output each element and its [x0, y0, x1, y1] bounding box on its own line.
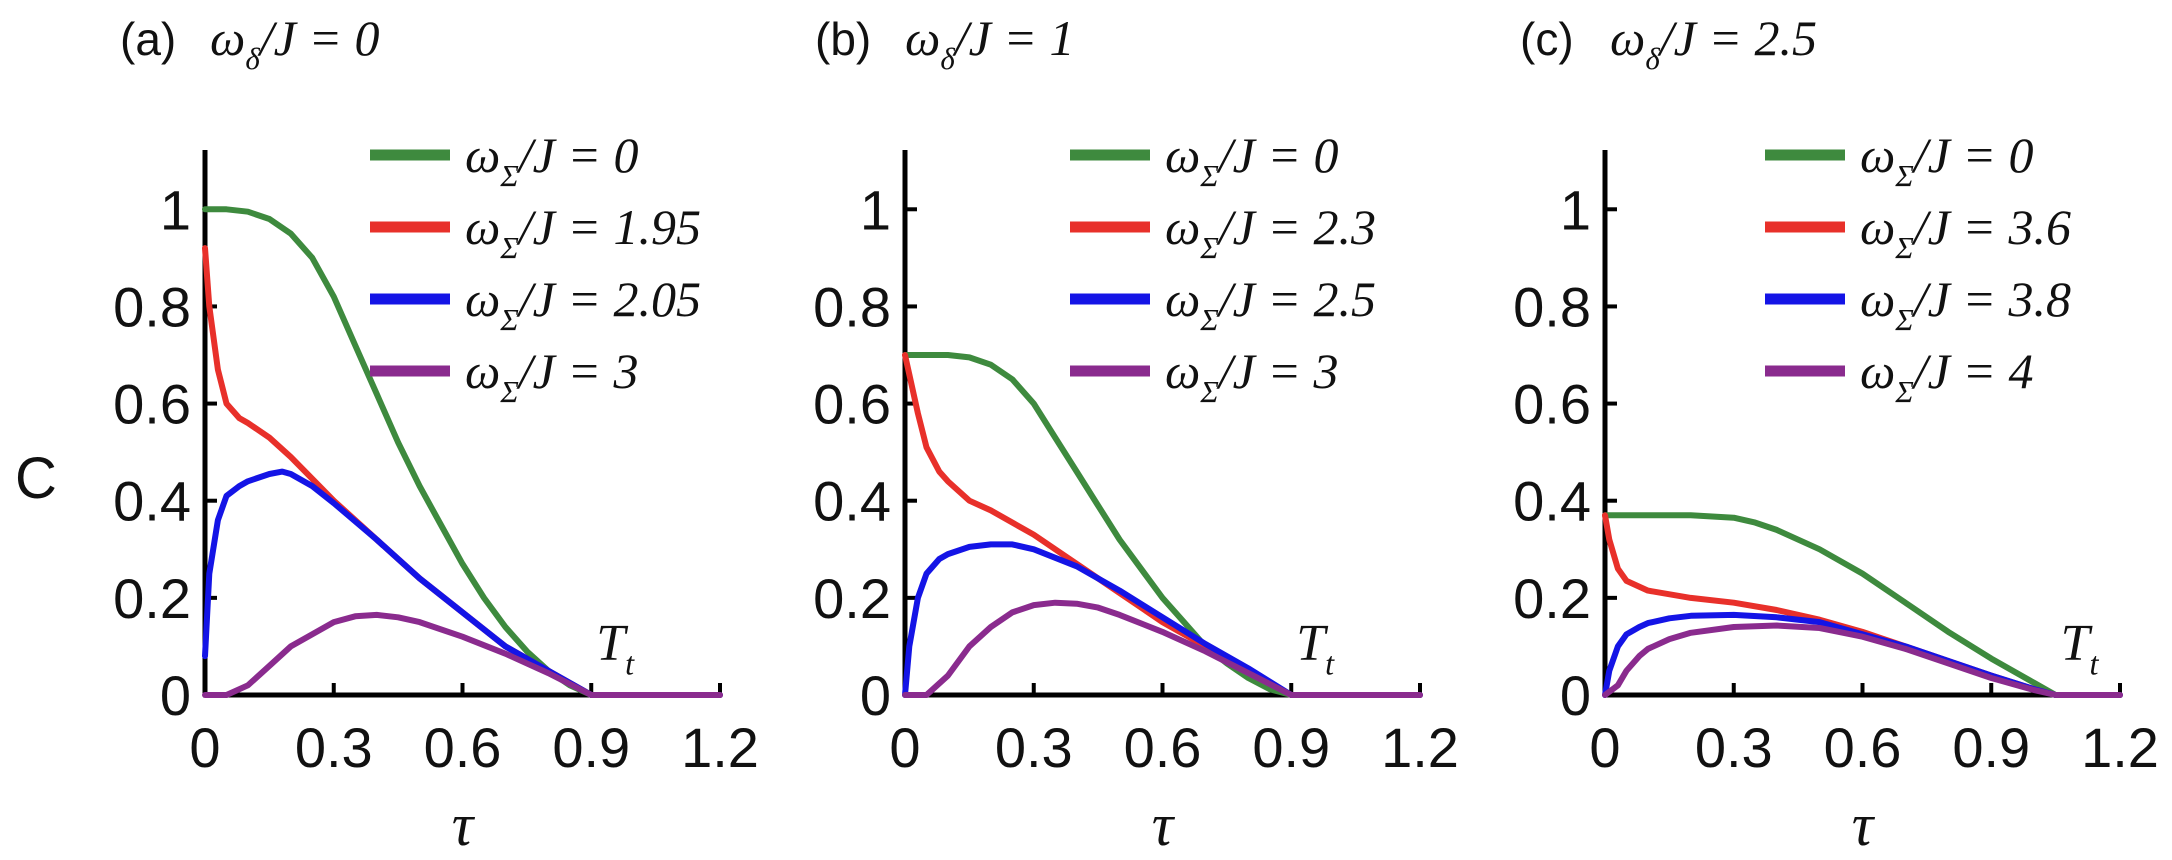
y-tick-label: 0.8	[1513, 275, 1591, 338]
panels-group: (a) ωδ/J = 0 0 0.2 0.4 0.6 0.8 1 0 0.3 0.6 0.9 1.2 τ T…	[113, 10, 2159, 858]
series-line-1	[902, 352, 1423, 698]
chart-panel-2: (b) ωδ/J = 1 0 0.2 0.4 0.6 0.8 1 0 0.3 0.6 0.9 1.2 τ T…	[813, 10, 1459, 858]
panel-label: (b)	[815, 13, 871, 65]
y-tick-label: 0.6	[813, 373, 891, 436]
legend-label: ωΣ/J = 2.5	[1165, 271, 1376, 337]
legend-label: ωΣ/J = 3	[1165, 343, 1339, 409]
legend-label: ωΣ/J = 3.6	[1860, 199, 2071, 265]
x-tick-label: 0.3	[295, 716, 373, 779]
chart-panel-3: (c) ωδ/J = 2.5 0 0.2 0.4 0.6 0.8 1 0 0.3 0.6 0.9 1.2…	[1513, 10, 2159, 858]
x-tick-label: 0.6	[424, 716, 502, 779]
y-tick-label: 1	[160, 178, 191, 241]
legend-label: ωΣ/J = 3.8	[1860, 271, 2071, 337]
legend-label: ωΣ/J = 4	[1860, 343, 2034, 409]
y-tick-label: 1	[1560, 178, 1591, 241]
legend-label: ωΣ/J = 1.95	[465, 199, 701, 265]
y-tick-label: 0.4	[813, 470, 891, 533]
series-line-2	[1602, 512, 2123, 698]
y-tick-label: 0	[1560, 664, 1591, 727]
x-tick-label: 0.9	[552, 716, 630, 779]
legend-label: ωΣ/J = 2.05	[465, 271, 701, 337]
y-tick-label: 0	[160, 664, 191, 727]
panel-label: (a)	[120, 13, 176, 65]
x-axis-label: τ	[1152, 792, 1176, 858]
x-tick-label: 0.3	[995, 716, 1073, 779]
x-tick-label: 1.2	[1381, 716, 1459, 779]
y-tick-label: 0.2	[813, 567, 891, 630]
x-tick-label: 0.6	[1124, 716, 1202, 779]
y-tick-label: 0.2	[113, 567, 191, 630]
series-line-3	[202, 468, 723, 698]
x-tick-label: 1.2	[681, 716, 759, 779]
y-tick-label: 0.4	[1513, 470, 1591, 533]
y-tick-label: 0.2	[1513, 567, 1591, 630]
annotation-Tt: Tt	[596, 615, 635, 682]
series-line-4	[202, 611, 723, 698]
chart-panel-1: (a) ωδ/J = 0 0 0.2 0.4 0.6 0.8 1 0 0.3 0.6 0.9 1.2 τ T…	[113, 10, 759, 858]
panel-title: ωδ/J = 1	[905, 10, 1075, 76]
panel-label: (c)	[1520, 13, 1574, 65]
y-tick-label: 0.4	[113, 470, 191, 533]
panel-title: ωδ/J = 0	[210, 10, 380, 76]
x-tick-label: 0	[889, 716, 920, 779]
panel-title: ωδ/J = 2.5	[1610, 10, 1817, 76]
x-tick-label: 0	[1589, 716, 1620, 779]
y-tick-label: 0.6	[113, 373, 191, 436]
y-tick-label: 0.8	[113, 275, 191, 338]
y-tick-label: 0.6	[1513, 373, 1591, 436]
y-tick-label: 0	[860, 664, 891, 727]
series-line-1	[1602, 512, 2123, 698]
y-tick-label: 0.8	[813, 275, 891, 338]
legend-label: ωΣ/J = 3	[465, 343, 639, 409]
x-tick-label: 0.9	[1252, 716, 1330, 779]
series-line-4	[1602, 622, 2123, 698]
series-line-2	[902, 352, 1423, 698]
legend-label: ωΣ/J = 2.3	[1165, 199, 1376, 265]
x-axis-label: τ	[452, 792, 476, 858]
annotation-Tt: Tt	[1296, 615, 1335, 682]
x-tick-label: 1.2	[2081, 716, 2159, 779]
legend-label: ωΣ/J = 0	[1860, 127, 2034, 193]
series-line-4	[902, 599, 1423, 698]
series-line-3	[902, 541, 1423, 698]
x-tick-label: 0.9	[1952, 716, 2030, 779]
x-tick-label: 0	[189, 716, 220, 779]
y-axis-label: C	[15, 446, 57, 511]
x-tick-label: 0.6	[1824, 716, 1902, 779]
y-tick-label: 1	[860, 178, 891, 241]
annotation-Tt: Tt	[2061, 615, 2100, 682]
x-tick-label: 0.3	[1695, 716, 1773, 779]
legend-label: ωΣ/J = 0	[465, 127, 639, 193]
legend-label: ωΣ/J = 0	[1165, 127, 1339, 193]
series-line-3	[1602, 611, 2123, 698]
x-axis-label: τ	[1852, 792, 1876, 858]
